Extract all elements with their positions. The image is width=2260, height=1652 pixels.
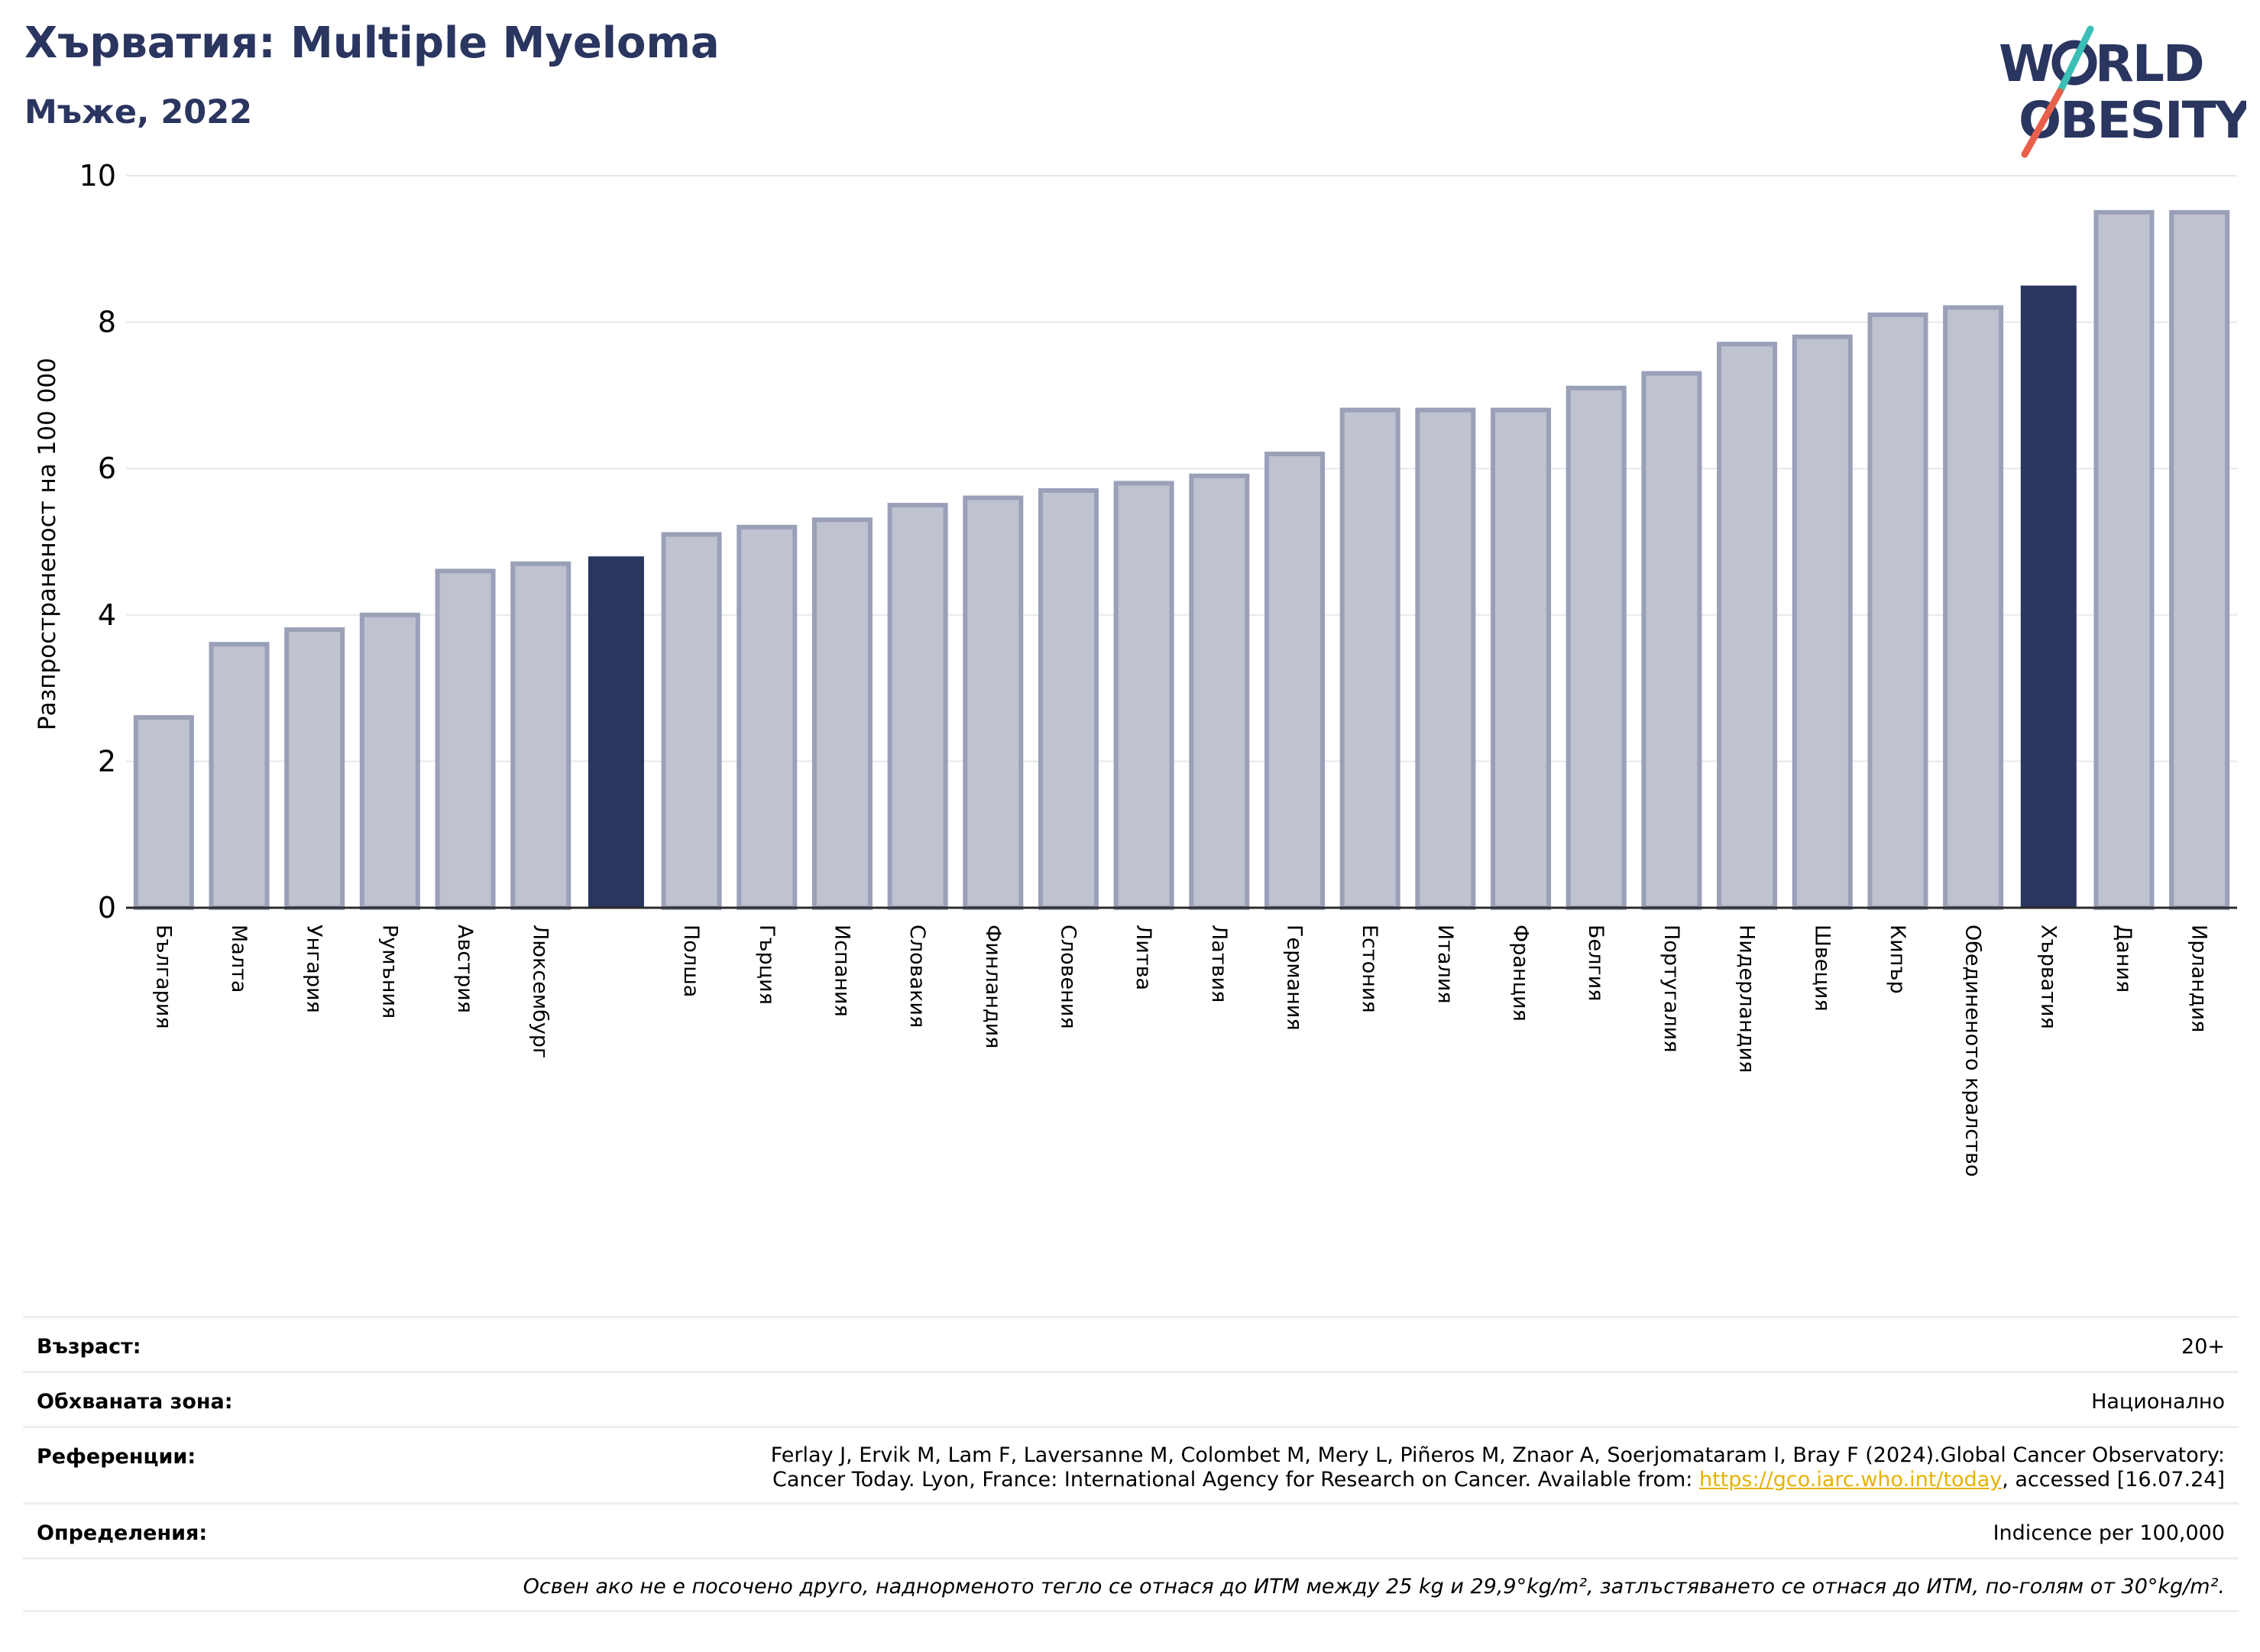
info-row-references: Референции: Ferlay J, Ervik M, Lam F, La… <box>23 1426 2239 1502</box>
x-tick-label: Австрия <box>453 925 477 1013</box>
world-obesity-logo: W RLD OBESITY <box>1999 25 2246 158</box>
references-label: Референции: <box>37 1445 196 1469</box>
references-line2-post: , accessed [16.07.24] <box>2002 1468 2225 1492</box>
y-tick-label: 2 <box>98 744 116 778</box>
bar <box>1189 473 1250 910</box>
x-tick-label: Италия <box>1433 925 1457 1004</box>
page-subtitle: Мъже, 2022 <box>24 93 253 131</box>
definitions-value: Indicence per 100,000 <box>1993 1521 2225 1545</box>
bar <box>963 495 1024 910</box>
info-row-note: Освен ако не е посочено друго, наднормен… <box>23 1557 2239 1612</box>
bar <box>435 568 496 910</box>
bar <box>1038 488 1099 910</box>
bar <box>1113 481 1174 910</box>
bar <box>359 612 420 910</box>
x-tick-label: Швеция <box>1810 925 1834 1012</box>
y-tick-label: 10 <box>79 159 116 193</box>
x-tick-label: Кипър <box>1886 925 1909 994</box>
x-tick-label: Нидерландия <box>1735 925 1759 1073</box>
x-tick-label: България <box>151 925 175 1029</box>
bar-highlighted <box>588 556 644 908</box>
bar <box>284 627 345 911</box>
x-tick-label: Естония <box>1358 925 1381 1013</box>
references-line2: Cancer Today. Lyon, France: Internationa… <box>468 1468 2225 1492</box>
bar <box>2169 209 2230 910</box>
bar <box>1867 313 1928 910</box>
bar <box>2093 209 2155 910</box>
bar-highlighted <box>2020 285 2077 908</box>
y-axis-ticks: 0 2 4 6 8 10 <box>79 159 116 925</box>
bar <box>510 561 571 910</box>
bar <box>737 524 798 911</box>
x-tick-label: Гърция <box>755 925 779 1005</box>
page-title: Хърватия: Multiple Myeloma <box>24 18 720 68</box>
bar <box>1792 334 1853 910</box>
y-tick-label: 4 <box>98 598 116 632</box>
y-tick-label: 8 <box>98 306 116 339</box>
svg-text:W: W <box>1999 34 2053 93</box>
coverage-label: Обхваната зона: <box>37 1390 233 1414</box>
references-line1: Ferlay J, Ervik M, Lam F, Laversanne M, … <box>770 1443 2225 1467</box>
x-tick-label: Франция <box>1509 925 1533 1022</box>
references-link[interactable]: https://gco.iarc.who.int/today <box>1698 1468 2003 1492</box>
x-tick-label: Белгия <box>1584 925 1608 1001</box>
y-tick-label: 0 <box>98 891 116 925</box>
bars <box>133 209 2230 911</box>
bar <box>1717 342 1778 910</box>
bar <box>1415 407 1476 910</box>
x-tick-label: Унгария <box>303 925 326 1013</box>
bar <box>1943 305 2004 910</box>
info-row-age: Възраст: 20+ <box>23 1316 2239 1371</box>
x-tick-label: Румъния <box>377 925 401 1019</box>
bar <box>661 532 722 910</box>
bar <box>1264 452 1326 910</box>
references-line2-pre: Cancer Today. Lyon, France: Internationa… <box>772 1468 1699 1492</box>
y-axis-label: Разпространеност на 100 000 <box>34 358 61 730</box>
bar <box>1339 407 1400 910</box>
bar <box>887 503 948 910</box>
definitions-label: Определения: <box>37 1521 208 1545</box>
bar-chart: 0 2 4 6 8 10 България Малта Унгария Румъния Австр… <box>34 159 2237 1177</box>
bar <box>1565 385 1627 910</box>
x-tick-label: Полша <box>679 925 703 997</box>
info-row-coverage: Обхваната зона: Национално <box>23 1371 2239 1426</box>
coverage-value: Национално <box>2091 1390 2225 1414</box>
bar <box>209 642 270 910</box>
x-tick-label: Хърватия <box>2036 925 2060 1029</box>
x-tick-label: Германия <box>1283 925 1306 1031</box>
y-tick-label: 6 <box>98 452 116 485</box>
references-value: Ferlay J, Ervik M, Lam F, Laversanne M, … <box>468 1443 2225 1492</box>
bar <box>1641 371 1702 911</box>
x-tick-label: Ирландия <box>2187 925 2211 1032</box>
x-tick-label: Словения <box>1056 925 1080 1029</box>
bar <box>1491 407 1552 910</box>
info-table: Възраст: 20+ Обхваната зона: Национално … <box>23 1316 2239 1612</box>
x-tick-label: Словакия <box>905 925 929 1028</box>
info-row-definitions: Определения: Indicence per 100,000 <box>23 1502 2239 1557</box>
age-value: 20+ <box>2181 1335 2225 1359</box>
x-tick-label: Испания <box>830 925 853 1017</box>
bar <box>133 714 194 910</box>
x-tick-label: Люксембург <box>529 925 552 1058</box>
x-tick-label: Дания <box>2112 925 2135 993</box>
footnote: Освен ако не е посочено друго, наднормен… <box>523 1575 2225 1599</box>
x-tick-label: Литва <box>1132 925 1155 990</box>
age-label: Възраст: <box>37 1335 141 1359</box>
svg-text:RLD: RLD <box>2095 34 2203 93</box>
x-tick-label: Малта <box>227 925 251 993</box>
x-tick-label: Обединеното кралство <box>1961 925 1985 1177</box>
x-axis-labels: България Малта Унгария Румъния Австрия Люксем… <box>151 925 2210 1177</box>
bar <box>811 517 873 910</box>
x-tick-label: Финландия <box>981 925 1005 1048</box>
x-tick-label: Португалия <box>1659 925 1683 1052</box>
x-tick-label: Латвия <box>1207 925 1231 1003</box>
